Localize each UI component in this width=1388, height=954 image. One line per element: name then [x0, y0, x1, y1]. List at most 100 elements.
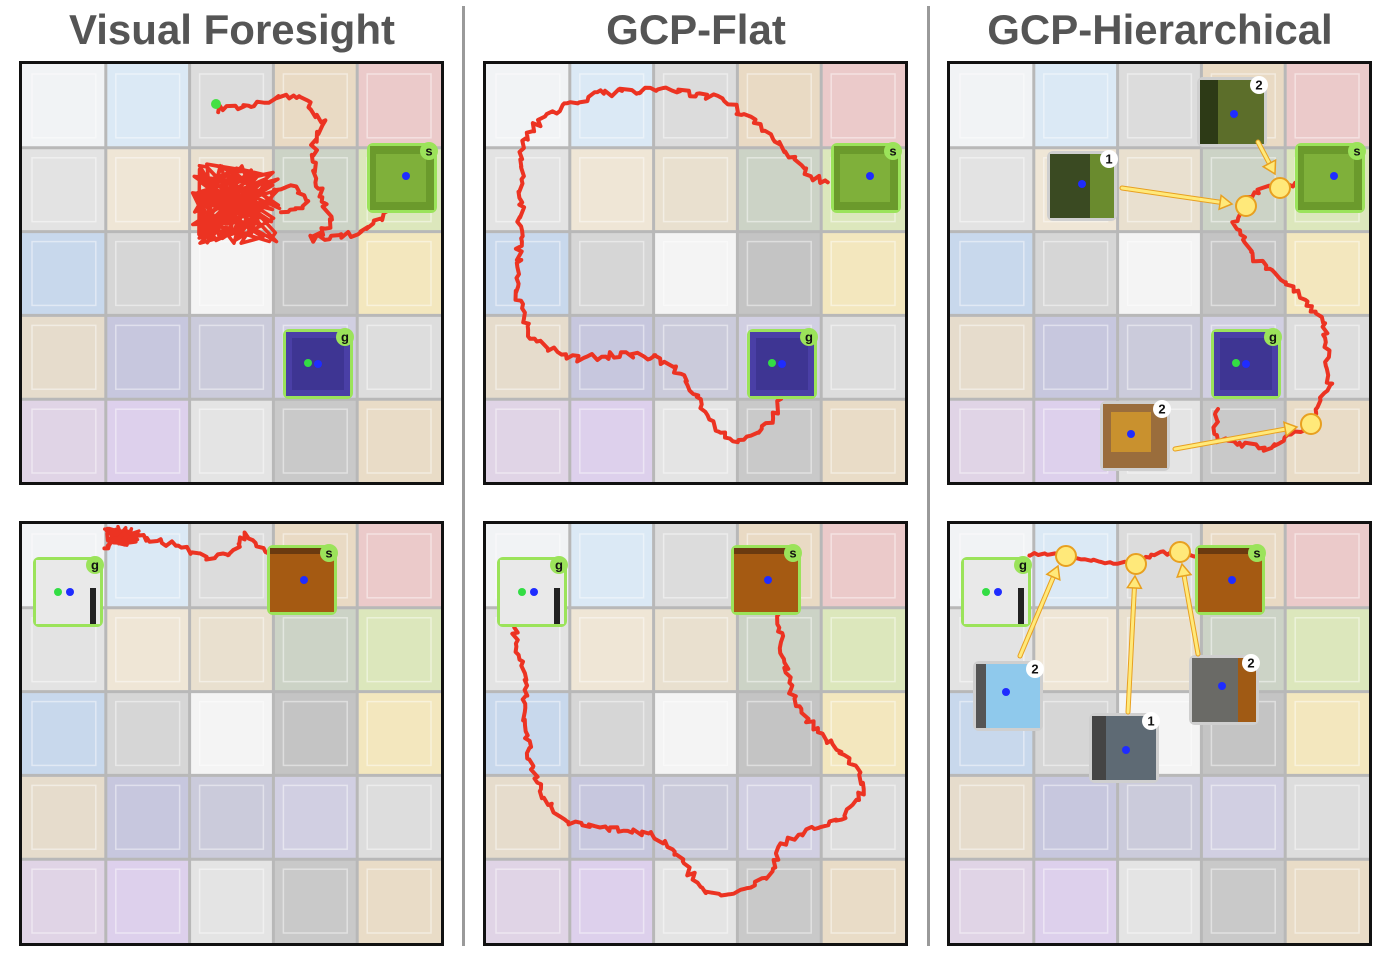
tile: [737, 147, 822, 232]
image-badge: [1250, 76, 1268, 94]
tile: [357, 524, 441, 608]
tile-texture: [662, 324, 729, 390]
tile: [569, 147, 654, 232]
agent-dot: [1002, 688, 1010, 696]
tile-texture: [366, 408, 432, 474]
tile-texture: [1294, 617, 1360, 683]
subgoal-arrowhead: [1176, 562, 1193, 579]
tile: [486, 147, 570, 232]
subgoal-arrowhead: [1261, 158, 1277, 176]
tile-texture: [366, 868, 432, 934]
board-svg: g s 2 1 2: [950, 524, 1369, 943]
agent-dot: [778, 360, 786, 368]
tile-texture: [830, 700, 896, 767]
tile-texture: [662, 408, 729, 474]
subgoal-arrowhead: [1218, 193, 1234, 211]
tile: [22, 691, 106, 776]
tile: [821, 524, 905, 608]
image-badge: [1026, 660, 1044, 678]
subgoal-marker: [1055, 545, 1077, 567]
image-detail: [976, 664, 986, 728]
tile-texture: [579, 408, 645, 474]
tile-texture: [198, 868, 265, 934]
image-detail: [1198, 548, 1262, 554]
tile-texture: [1210, 784, 1276, 850]
tile: [950, 859, 1034, 943]
tile: [1285, 231, 1369, 316]
tile: [105, 64, 190, 148]
tile-texture: [959, 784, 1025, 850]
image-badge: [884, 142, 902, 160]
tile-texture: [282, 868, 348, 934]
tile-texture: [746, 700, 812, 767]
image-detail: [840, 154, 890, 202]
image-badge-label: g: [1019, 558, 1027, 573]
tile-texture: [31, 240, 97, 307]
board-svg: gs: [486, 524, 905, 943]
tile: [950, 399, 1034, 482]
agent-dot: [994, 588, 1002, 596]
tile-texture: [1126, 868, 1193, 934]
tile: [1285, 607, 1369, 692]
tile: [950, 64, 1034, 148]
image-badge-label: s: [325, 546, 332, 561]
image-badge-label: g: [805, 330, 813, 345]
subgoal-image: 1: [1089, 712, 1160, 783]
tile-texture: [746, 617, 812, 683]
tile-texture: [1043, 868, 1109, 934]
subgoal-arrow: [1173, 427, 1287, 451]
goal-dot: [1232, 359, 1240, 367]
tile: [357, 607, 441, 692]
tile-texture: [31, 784, 97, 850]
image-detail: [90, 588, 96, 624]
tile: [1285, 64, 1369, 148]
tile: [1033, 607, 1118, 692]
tile: [105, 231, 190, 316]
tile: [189, 859, 274, 943]
tile-texture: [282, 784, 348, 850]
tile: [22, 147, 106, 232]
tile-texture: [579, 240, 645, 307]
subgoal-image: 2: [1197, 76, 1268, 147]
tile: [105, 147, 190, 232]
tile-texture: [366, 324, 432, 390]
title-gcp-flat: GCP-Flat: [606, 6, 786, 53]
tile-texture: [366, 700, 432, 767]
tile-texture: [31, 408, 97, 474]
tile-texture: [579, 784, 645, 850]
tile: [22, 315, 106, 400]
agent-dot: [1242, 360, 1250, 368]
board-svg: s g 2 1 2: [950, 64, 1369, 482]
subgoal-marker: [1269, 177, 1291, 199]
tile: [22, 231, 106, 316]
trajectory-path: [102, 530, 274, 562]
tile-texture: [959, 73, 1025, 139]
tile: [105, 691, 190, 776]
tile: [189, 691, 274, 776]
tile: [821, 399, 905, 482]
image-badge: [800, 328, 818, 346]
tile-texture: [959, 868, 1025, 934]
tile: [821, 64, 905, 148]
tile-texture: [746, 868, 812, 934]
tile-texture: [959, 324, 1025, 390]
tile-texture: [830, 73, 896, 139]
tile-texture: [1294, 700, 1360, 767]
agent-dot: [1228, 576, 1236, 584]
tile-texture: [115, 533, 181, 599]
subgoal-arrow: [1120, 186, 1222, 204]
start-image: s: [367, 142, 438, 213]
goal-image: g: [961, 556, 1032, 627]
tile: [189, 524, 274, 608]
tile: [569, 231, 654, 316]
tile-texture: [282, 408, 348, 474]
tile: [22, 64, 106, 148]
tile-texture: [1043, 784, 1109, 850]
goal-dot: [54, 588, 62, 596]
tile-texture: [366, 617, 432, 683]
image-badge-label: 1: [1105, 152, 1112, 167]
tile-texture: [366, 784, 432, 850]
tile: [189, 315, 274, 400]
board-svg: sg: [486, 64, 905, 482]
tile: [1117, 859, 1202, 943]
